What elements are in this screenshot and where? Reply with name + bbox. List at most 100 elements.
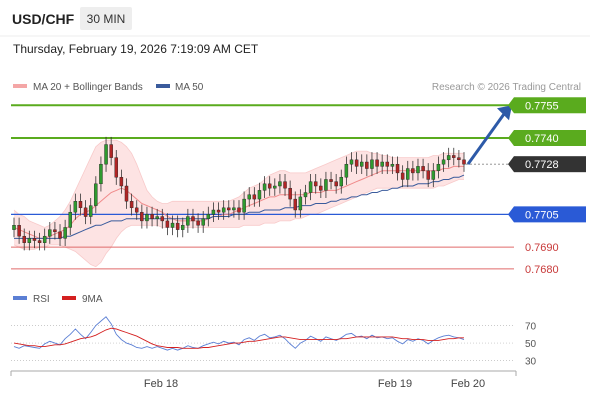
pivot-tag bbox=[514, 206, 586, 223]
x-tick-label: Feb 19 bbox=[378, 378, 412, 390]
candle-body bbox=[114, 157, 119, 178]
ma20-legend-label: MA 20 + Bollinger Bands bbox=[33, 82, 143, 93]
candlesticks bbox=[12, 136, 466, 251]
candle-body bbox=[380, 161, 384, 167]
bollinger-lower-line bbox=[13, 179, 464, 268]
candle-body bbox=[452, 155, 456, 158]
candle-body bbox=[42, 235, 47, 243]
candle-body bbox=[267, 183, 272, 189]
candle-body bbox=[411, 168, 415, 174]
candle-body bbox=[88, 205, 93, 217]
forecast-arrow bbox=[466, 105, 512, 166]
candle-body bbox=[370, 159, 374, 169]
candle-body bbox=[395, 163, 400, 174]
timeframe-badge[interactable] bbox=[80, 7, 132, 30]
symbol-title: USD/CHF bbox=[12, 11, 75, 27]
candle-body bbox=[145, 214, 149, 222]
resistance-tag bbox=[514, 130, 586, 146]
resistance-tag-pointer bbox=[508, 97, 514, 114]
candle-body bbox=[406, 168, 410, 180]
forecast-arrow-head bbox=[497, 105, 512, 121]
candle-body bbox=[221, 207, 226, 213]
pivot-label: 0.7705 bbox=[525, 209, 559, 221]
pivot-tag-pointer bbox=[508, 206, 514, 223]
resistance-label: 0.7755 bbox=[525, 100, 559, 112]
candle-body bbox=[78, 201, 83, 209]
candle-body bbox=[12, 225, 16, 230]
x-axis: Feb 18 Feb 19 Feb 20 bbox=[10, 370, 517, 390]
candle-body bbox=[22, 235, 26, 243]
candle-body bbox=[170, 222, 175, 228]
candle-body bbox=[293, 198, 297, 211]
candle-body bbox=[160, 216, 165, 222]
rsi-panel: 70 50 30 bbox=[11, 316, 537, 368]
candle-body bbox=[211, 209, 216, 215]
resistance-label: 0.7740 bbox=[525, 133, 559, 145]
candle-body bbox=[416, 166, 420, 174]
candle-body bbox=[109, 144, 113, 158]
candle-body bbox=[421, 166, 425, 171]
candle-body bbox=[375, 159, 379, 167]
candle-body bbox=[17, 225, 21, 237]
ma50-legend-label: MA 50 bbox=[175, 82, 204, 93]
candle-body bbox=[186, 216, 190, 226]
candle-body bbox=[319, 185, 323, 191]
candle-body bbox=[94, 183, 98, 206]
ma20-legend-swatch bbox=[13, 84, 27, 88]
candle-body bbox=[232, 207, 236, 211]
candle-body bbox=[365, 161, 369, 169]
candle-body bbox=[191, 216, 195, 222]
candle-body bbox=[446, 155, 451, 161]
candle-body bbox=[262, 183, 267, 191]
candle-body bbox=[63, 227, 67, 239]
candle-body bbox=[140, 211, 144, 222]
last-price-label: 0.7728 bbox=[525, 159, 559, 171]
candle-body bbox=[201, 218, 205, 226]
rsi-line bbox=[13, 316, 465, 351]
candle-body bbox=[181, 225, 185, 230]
copyright-label: Research © 2026 Trading Central bbox=[432, 82, 581, 93]
candle-body bbox=[37, 240, 42, 243]
candle-body bbox=[165, 220, 170, 228]
candle-body bbox=[252, 194, 257, 200]
rsi-legend-swatch bbox=[13, 296, 27, 300]
candle-body bbox=[150, 214, 154, 219]
candle-body bbox=[390, 163, 395, 167]
candle-body bbox=[303, 192, 308, 198]
candle-body bbox=[436, 163, 441, 171]
candle-body bbox=[334, 181, 338, 187]
candle-body bbox=[283, 181, 287, 189]
candle-body bbox=[359, 161, 364, 167]
candle-body bbox=[298, 196, 303, 211]
candle-body bbox=[313, 181, 318, 187]
last-price-tag bbox=[514, 156, 586, 173]
support-label: 0.7680 bbox=[525, 264, 559, 276]
bollinger-upper-line bbox=[13, 139, 464, 228]
candle-body bbox=[431, 170, 436, 180]
candle-body bbox=[288, 187, 292, 200]
x-tick-label: Feb 20 bbox=[451, 378, 485, 390]
candle-body bbox=[83, 207, 88, 217]
resistance-tag-pointer bbox=[508, 130, 514, 146]
candle-body bbox=[155, 216, 159, 219]
candle-body bbox=[273, 185, 277, 189]
ma9-legend-swatch bbox=[62, 296, 76, 300]
rsi-legend-label: RSI bbox=[33, 294, 50, 305]
support-label: 0.7690 bbox=[525, 242, 559, 254]
candle-body bbox=[32, 238, 37, 241]
ma50-legend-swatch bbox=[156, 84, 170, 88]
candle-body bbox=[400, 172, 405, 180]
candle-body bbox=[354, 159, 359, 167]
candle-body bbox=[134, 207, 139, 213]
candle-body bbox=[349, 159, 354, 165]
candle-body bbox=[227, 207, 231, 211]
candle-body bbox=[58, 231, 62, 239]
candle-body bbox=[247, 194, 251, 200]
candle-body bbox=[196, 220, 200, 226]
candle-body bbox=[73, 201, 78, 213]
candle-body bbox=[129, 201, 134, 209]
candle-body bbox=[119, 177, 124, 187]
candle-body bbox=[308, 181, 313, 193]
ma9-legend-label: 9MA bbox=[82, 294, 103, 305]
